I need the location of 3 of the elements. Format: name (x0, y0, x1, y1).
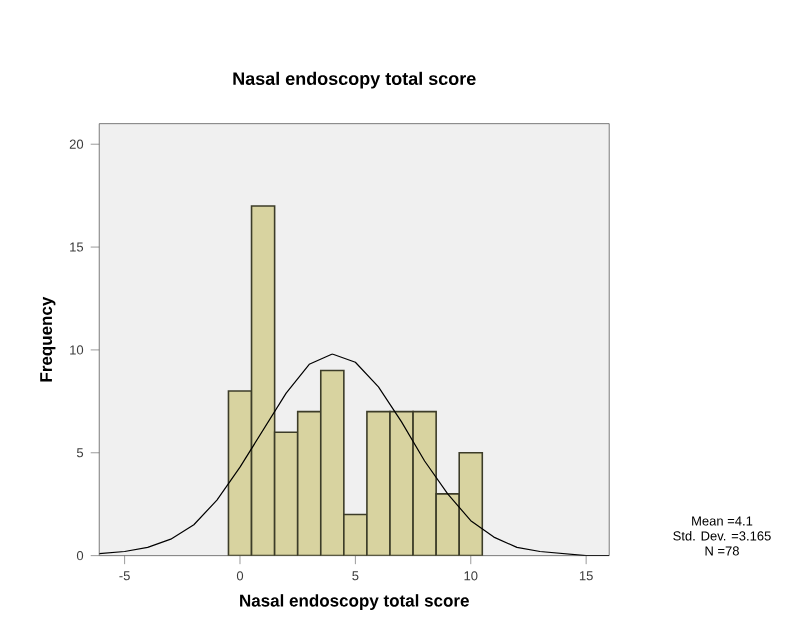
x-axis-title: Nasal endoscopy total score (240, 594, 469, 610)
chart-title: Nasal endoscopy total score (233, 71, 476, 89)
y-axis-title: Frequency (40, 296, 56, 382)
